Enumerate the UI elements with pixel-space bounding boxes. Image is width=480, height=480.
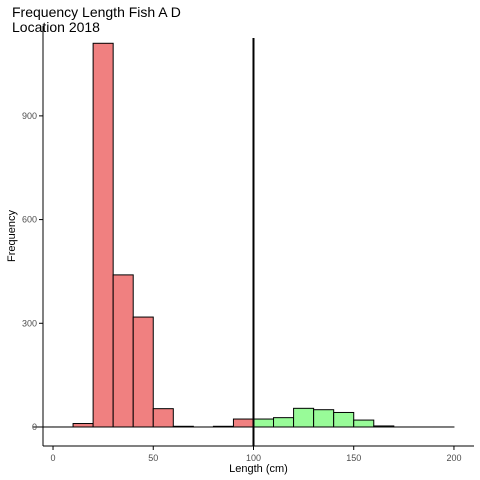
x-ticks: 0 50 100 150 200 (51, 446, 461, 463)
x-tick-label-0: 0 (51, 453, 56, 463)
histogram-bar-16 (353, 419, 375, 428)
histogram-bar-12 (273, 417, 295, 428)
y-tick-label-3: 900 (22, 111, 37, 121)
histogram-bar-11 (252, 418, 275, 428)
y-ticks: 0 300 600 900 (22, 111, 43, 432)
x-tick-label-3: 150 (346, 453, 361, 463)
y-tick-label-2: 600 (22, 215, 37, 225)
histogram-bar-14 (313, 409, 335, 428)
histogram-bar-4 (112, 274, 134, 428)
histogram-bar-10 (232, 418, 254, 428)
histogram-bar-13 (293, 407, 315, 428)
axes-group (42, 26, 474, 447)
chart-title-line-1: Frequency Length Fish A D (12, 4, 181, 20)
histogram-bar-9 (212, 425, 234, 428)
histogram-bar-2 (72, 423, 94, 428)
x-axis-label: Length (cm) (229, 463, 288, 475)
histogram-bar-6 (152, 408, 174, 428)
chart-title-line-2: Location 2018 (12, 19, 100, 35)
x-tick-label-1: 50 (148, 453, 158, 463)
y-axis-label: Frequency (6, 210, 18, 262)
histogram-bar-5 (132, 316, 154, 428)
histogram-bar-3 (92, 42, 114, 428)
x-tick-label-2: 100 (246, 453, 261, 463)
bar-group (32, 42, 455, 428)
y-tick-label-0: 0 (32, 422, 37, 432)
histogram-bar-7 (172, 425, 194, 428)
y-tick-label-1: 300 (22, 318, 37, 328)
histogram-bar-15 (333, 411, 355, 428)
x-tick-label-4: 200 (446, 453, 461, 463)
histogram-bar-17 (373, 425, 395, 428)
